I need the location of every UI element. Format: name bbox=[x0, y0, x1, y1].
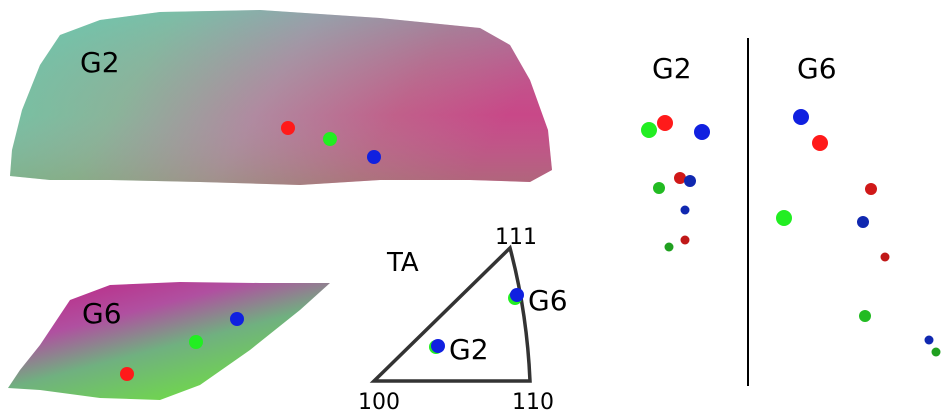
pole-panels: G2 G6 bbox=[641, 38, 941, 386]
ipf-triangle: TA 111 100 110 G6 G2 bbox=[358, 225, 568, 411]
g2-pole-green-large bbox=[641, 122, 657, 138]
g2-map-tint bbox=[10, 10, 552, 185]
g2-pole-green-medium bbox=[653, 182, 665, 194]
g6-pole-red-medium bbox=[865, 183, 877, 195]
g6-pole-blue-medium bbox=[857, 216, 869, 228]
ipf-triangle-outline bbox=[369, 244, 532, 383]
pole-panel-g2-label: G2 bbox=[652, 52, 692, 85]
g6-pole-red-small bbox=[880, 252, 890, 262]
g2-pole-red-medium bbox=[674, 172, 686, 184]
pole-panel-g6-label: G6 bbox=[797, 52, 837, 85]
g6-orientation-map: G6 bbox=[8, 282, 330, 400]
g6-map-region bbox=[8, 282, 330, 400]
g6-pole-red-large bbox=[812, 135, 828, 151]
g2-pole-blue-medium bbox=[684, 175, 696, 187]
ipf-g6-blue-point bbox=[510, 288, 524, 302]
ipf-corner-110: 110 bbox=[512, 390, 554, 411]
g6-map-label: G6 bbox=[82, 297, 122, 330]
g6-pole-blue-large bbox=[793, 109, 809, 125]
g2-orientation-map: G2 bbox=[10, 10, 552, 185]
g2-map-label: G2 bbox=[80, 46, 120, 79]
ipf-g6-label: G6 bbox=[528, 284, 568, 317]
ipf-title: TA bbox=[386, 248, 419, 278]
g2-map-green-point bbox=[323, 132, 337, 146]
ipf-corner-111: 111 bbox=[495, 225, 537, 250]
g2-pole-green-small bbox=[664, 242, 674, 252]
g2-pole-blue-small bbox=[680, 205, 690, 215]
g2-map-blue-point bbox=[367, 150, 381, 164]
g6-map-red-point bbox=[120, 367, 134, 381]
g6-pole-green-medium bbox=[859, 310, 871, 322]
g6-pole-green-small bbox=[931, 347, 941, 357]
g2-map-red-point bbox=[281, 121, 295, 135]
g6-pole-blue-small bbox=[924, 335, 934, 345]
g6-map-blue-point bbox=[230, 312, 244, 326]
ipf-g2-label: G2 bbox=[449, 333, 489, 366]
ipf-corner-100: 100 bbox=[358, 390, 400, 411]
g6-map-green-point bbox=[189, 335, 203, 349]
ipf-g2-blue-point bbox=[431, 339, 445, 353]
g6-pole-green-large bbox=[776, 210, 792, 226]
g2-pole-red-small bbox=[680, 235, 690, 245]
g2-pole-red-large bbox=[657, 115, 673, 131]
g2-pole-blue-large bbox=[694, 124, 710, 140]
